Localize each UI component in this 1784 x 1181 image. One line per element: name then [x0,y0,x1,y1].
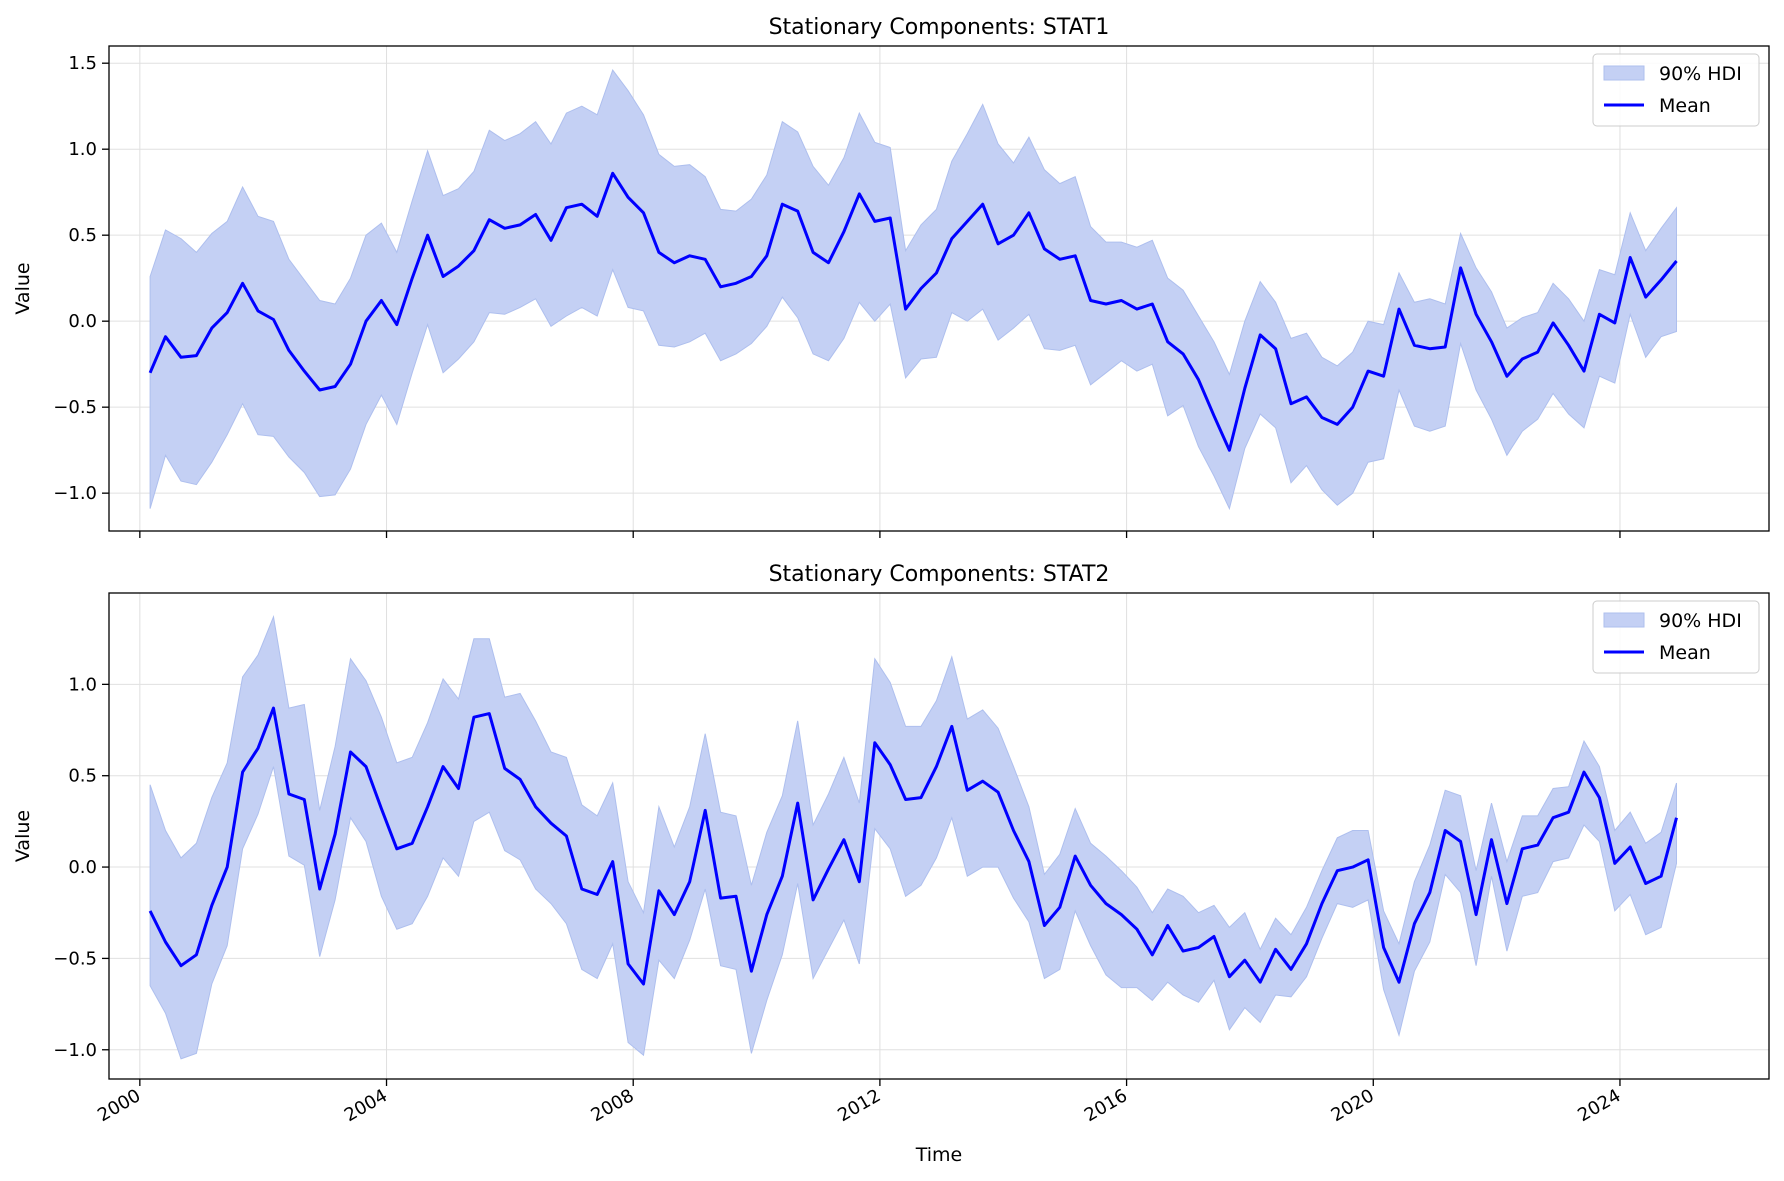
x-tick-label: 2012 [834,1085,884,1126]
legend-label-hdi: 90% HDI [1659,63,1742,85]
y-tick-label: 1.0 [68,674,97,695]
x-tick-label: 2008 [588,1085,638,1126]
y-axis-label: Value [12,262,34,314]
y-tick-label: −1.0 [53,483,97,504]
y-tick-label: −0.5 [53,397,97,418]
x-tick-label: 2016 [1081,1085,1131,1126]
x-tick-label: 2004 [341,1085,391,1126]
axes-frame [108,592,1770,1080]
x-tick-label: 2024 [1574,1085,1624,1126]
hdi-band [149,69,1677,511]
y-tick-label: 0.0 [68,311,97,332]
y-tick-label: 0.0 [68,857,97,878]
y-axis-label: Value [12,810,34,862]
y-tick-label: 1.0 [68,139,97,160]
y-tick-label: −0.5 [53,948,97,969]
stat2-panel: −1.0 −0.5 0.0 0.5 1.0 2000 2004 2008 2012 2016 202… [12,562,1770,1166]
legend-label-hdi: 90% HDI [1659,610,1742,632]
mean-line [148,171,1678,452]
x-axis-label: Time [915,1144,963,1166]
x-tick-label: 2020 [1328,1085,1378,1126]
legend-label-mean: Mean [1659,95,1711,117]
stat1-panel: −1.0 −0.5 0.0 0.5 1.0 1.5 Stationary Component… [12,15,1770,538]
chart-title: Stationary Components: STAT2 [769,562,1110,587]
hdi-band [149,614,1677,1060]
y-tick-label: 0.5 [68,766,97,787]
y-tick-label: 0.5 [68,225,97,246]
mean-line [148,706,1678,986]
legend-swatch-hdi [1603,612,1645,628]
x-tick-label: 2000 [94,1085,144,1126]
chart-title: Stationary Components: STAT1 [769,15,1110,40]
legend-swatch-hdi [1603,65,1645,81]
y-tick-label: 1.5 [68,53,97,74]
axes-frame [108,45,1770,532]
y-tick-label: −1.0 [53,1040,97,1061]
legend-label-mean: Mean [1659,642,1711,664]
